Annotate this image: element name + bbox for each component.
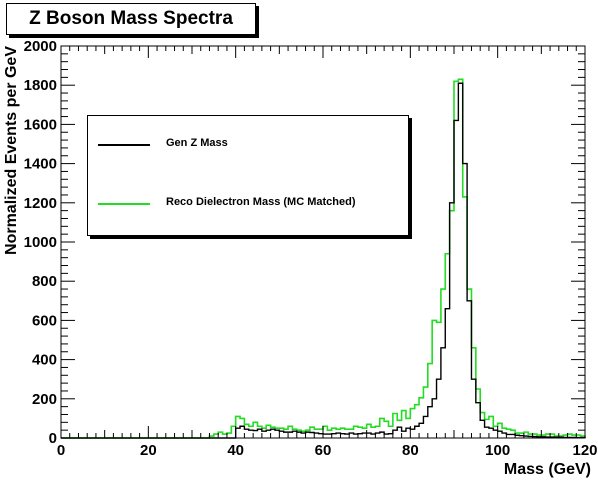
x-tick-label: 60 (315, 442, 332, 459)
legend-swatch-gen (98, 144, 150, 146)
x-tick-label: 0 (57, 442, 65, 459)
y-tick-label: 600 (32, 312, 57, 329)
y-tick-label: 2000 (24, 38, 57, 55)
x-tick-label: 40 (227, 442, 244, 459)
x-tick-label: 20 (140, 442, 157, 459)
y-axis-label: Normalized Events per GeV (3, 46, 20, 255)
legend-label-reco: Reco Dielectron Mass (MC Matched) (166, 196, 356, 208)
y-tick-label: 1400 (24, 156, 57, 173)
x-tick-label: 100 (485, 442, 510, 459)
y-tick-label: 1800 (24, 77, 57, 94)
legend-entry-reco: Reco Dielectron Mass (MC Matched) (88, 189, 408, 219)
plot-frame (60, 45, 586, 439)
y-tick-label: 1600 (24, 116, 57, 133)
chart-title-box: Z Boson Mass Spectra (6, 3, 256, 35)
x-tick-label: 120 (572, 442, 597, 459)
chart-title: Z Boson Mass Spectra (29, 8, 233, 29)
y-tick-label: 400 (32, 352, 57, 369)
y-tick-label: 800 (32, 273, 57, 290)
legend-label-gen: Gen Z Mass (166, 137, 228, 149)
series-line-gen-z-mass (61, 82, 586, 439)
legend: Gen Z Mass Reco Dielectron Mass (MC Matc… (87, 115, 409, 236)
y-tick-label: 0 (49, 430, 57, 447)
y-tick-label: 1000 (24, 234, 57, 251)
y-tick-label: 200 (32, 391, 57, 408)
x-tick-label: 80 (402, 442, 419, 459)
legend-swatch-reco (98, 203, 150, 205)
x-axis-label: Mass (GeV) (504, 461, 591, 478)
y-tick-label: 1200 (24, 195, 57, 212)
legend-entry-gen: Gen Z Mass (88, 130, 408, 160)
